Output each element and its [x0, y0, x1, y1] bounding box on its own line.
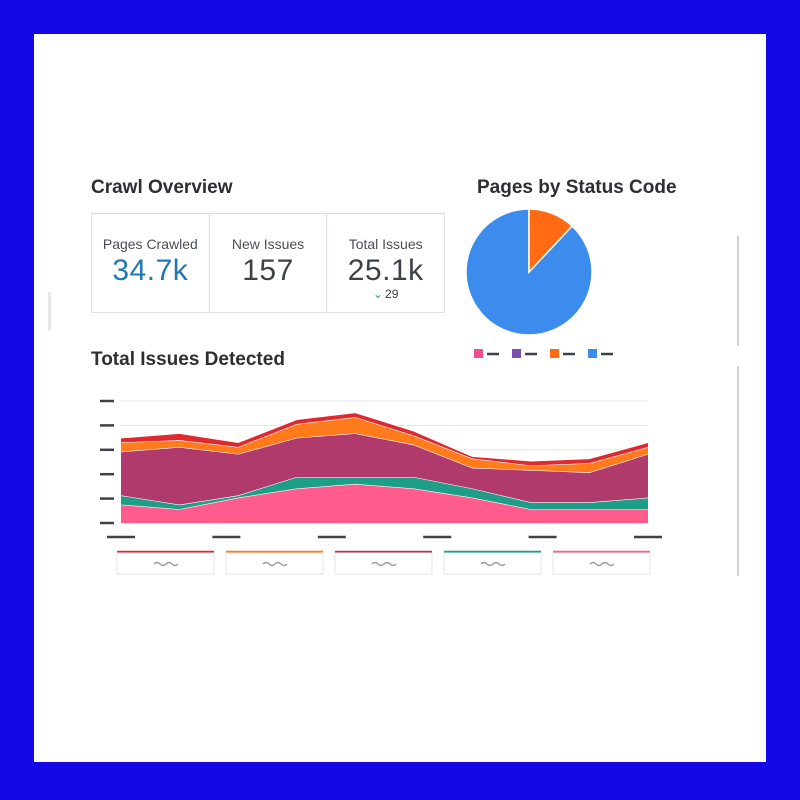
kpi-label: New Issues	[231, 236, 305, 252]
area-series[interactable]	[121, 417, 648, 473]
legend-item[interactable]	[334, 552, 433, 575]
legend-label-placeholder	[371, 561, 397, 567]
pie-slice[interactable]	[528, 208, 574, 274]
legend-swatch[interactable]	[474, 349, 483, 358]
legend-item[interactable]	[552, 552, 651, 575]
status-chart-title: Pages by Status Code	[477, 177, 677, 198]
kpi-row: Pages Crawled 34.7k New Issues 157 Total…	[91, 213, 445, 313]
area-series-edge	[120, 411, 649, 462]
kpi-pages-crawled[interactable]: Pages Crawled 34.7k	[92, 214, 209, 312]
area-series-edge	[120, 483, 648, 510]
legend-swatch[interactable]	[588, 349, 597, 358]
panel-divider	[737, 366, 739, 576]
panel-divider	[737, 236, 739, 346]
kpi-value: 25.1k	[347, 254, 424, 287]
area-series[interactable]	[121, 433, 648, 505]
issues-chart-title: Total Issues Detected	[91, 349, 285, 370]
kpi-label: Total Issues	[348, 236, 423, 252]
area-series[interactable]	[121, 483, 648, 523]
legend-swatch[interactable]	[512, 349, 521, 358]
chevron-down-icon: ⌄	[372, 287, 384, 301]
dashboard-canvas	[34, 34, 766, 762]
area-series[interactable]	[121, 476, 648, 510]
legend-item[interactable]	[443, 552, 542, 575]
kpi-value: 157	[242, 254, 294, 287]
panel-divider	[48, 292, 51, 330]
area-series[interactable]	[121, 412, 648, 466]
legend-label-placeholder	[262, 561, 288, 567]
kpi-new-issues[interactable]: New Issues 157	[208, 214, 327, 312]
legend-item[interactable]	[116, 552, 215, 575]
kpi-value: 34.7k	[112, 254, 189, 287]
legend-label-placeholder	[589, 561, 615, 567]
kpi-delta: ⌄ 29	[327, 287, 444, 301]
kpi-total-issues[interactable]: Total Issues 25.1k ⌄ 29	[326, 214, 444, 312]
legend-swatch[interactable]	[550, 349, 559, 358]
legend-label-placeholder	[153, 561, 179, 567]
crawl-overview-title: Crawl Overview	[91, 177, 233, 198]
kpi-label: Pages Crawled	[102, 236, 198, 252]
legend-label-placeholder	[480, 561, 506, 567]
kpi-delta-value: 29	[385, 287, 399, 301]
legend-item[interactable]	[225, 552, 324, 575]
